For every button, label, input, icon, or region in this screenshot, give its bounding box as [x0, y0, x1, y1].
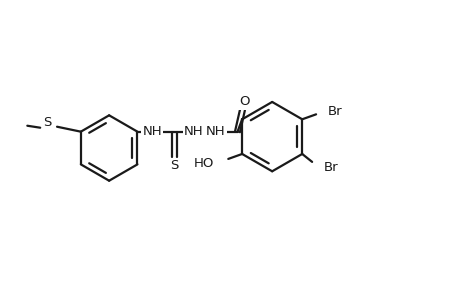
Text: NH: NH	[184, 125, 203, 138]
Text: S: S	[43, 116, 51, 129]
Text: Br: Br	[327, 105, 342, 118]
Text: NH: NH	[142, 125, 162, 138]
Text: Br: Br	[323, 161, 338, 174]
Text: O: O	[239, 95, 249, 108]
Text: S: S	[169, 159, 178, 172]
Text: NH: NH	[206, 125, 225, 138]
Text: HO: HO	[194, 158, 214, 170]
